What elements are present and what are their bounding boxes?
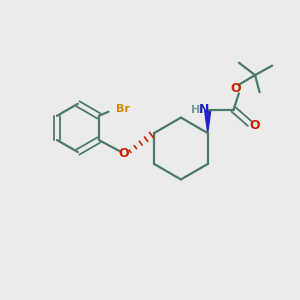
Text: Br: Br: [116, 104, 130, 114]
Polygon shape: [205, 111, 211, 133]
Text: N: N: [199, 103, 209, 116]
Text: H: H: [191, 104, 200, 115]
Text: O: O: [230, 82, 241, 94]
Text: O: O: [250, 118, 260, 132]
Text: O: O: [118, 147, 129, 160]
